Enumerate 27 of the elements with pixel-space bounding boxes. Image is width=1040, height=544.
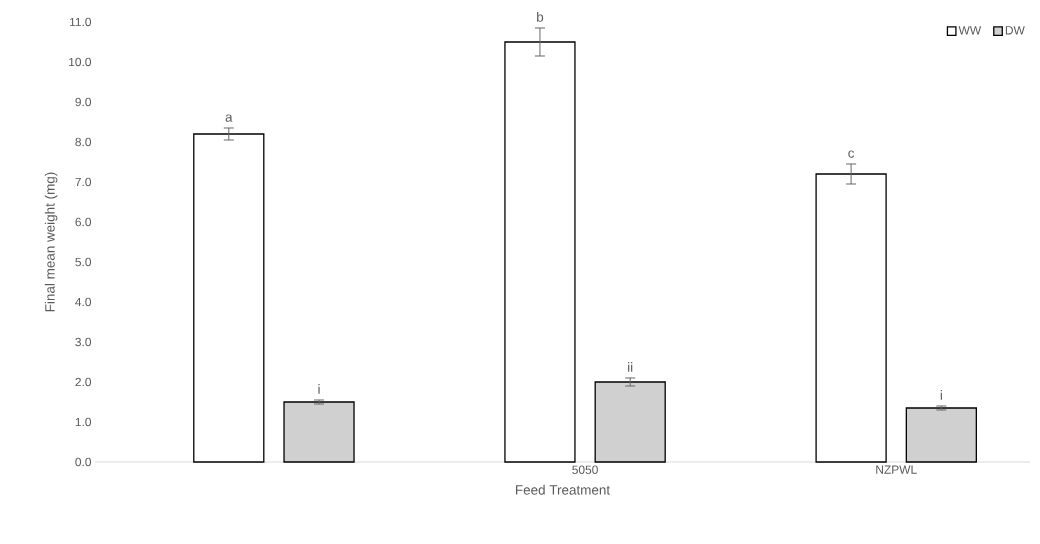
y-tick-label: 7.0 [75, 177, 92, 187]
annotation: i [940, 390, 942, 400]
annotation: a [225, 114, 233, 122]
y-axis-title: Final mean weight (mg) [44, 172, 58, 312]
y-tick-label: 2.0 [75, 377, 92, 387]
text: b [537, 11, 544, 22]
x-axis-title: Feed Treatment [516, 484, 610, 495]
y-tick-label: 5.0 [75, 257, 92, 267]
y-tick-label: 11.0 [70, 17, 92, 27]
annotation: c [848, 150, 855, 158]
bar [193, 133, 265, 463]
y-tick-label: 4.0 [75, 297, 92, 307]
y-tick-label: 0.0 [75, 457, 92, 467]
annotation: ii [628, 362, 633, 372]
y-tick-label: 1.0 [75, 417, 92, 427]
y-tick-label: 3.0 [75, 337, 92, 347]
bar [815, 173, 887, 463]
y-tick-label: 9.0 [75, 97, 92, 107]
y-tick-label: 6.0 [75, 217, 92, 227]
annotation: i [318, 384, 320, 394]
bar [504, 41, 576, 463]
y-tick-label: 8.0 [75, 137, 92, 147]
x-tick-label: 5050 [572, 465, 598, 474]
legend-label: DW [1005, 26, 1025, 35]
legend-label: WW [958, 26, 982, 35]
x-tick-label: NZPWL [876, 465, 917, 474]
y-tick-label: 10.0 [69, 57, 92, 67]
